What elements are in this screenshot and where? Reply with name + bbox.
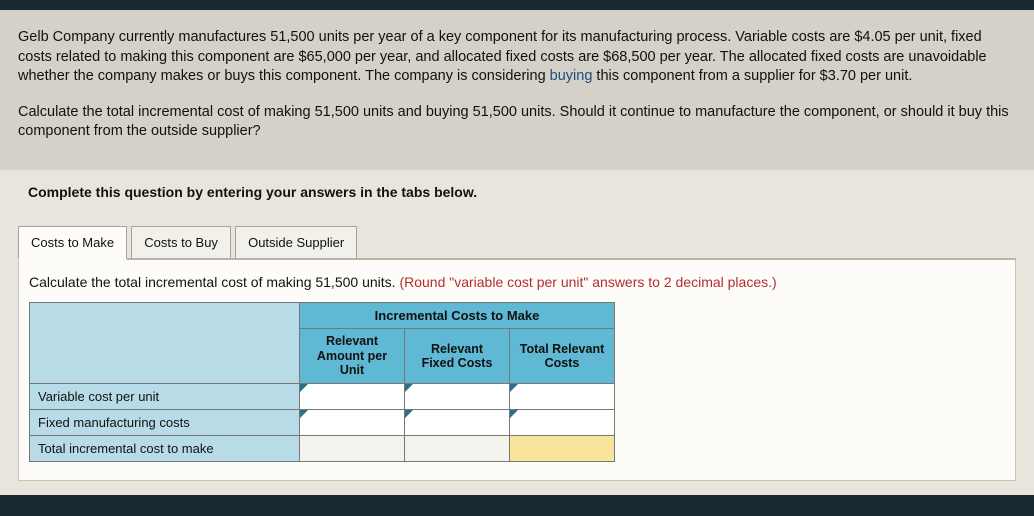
top-bar <box>0 0 1034 10</box>
col-header-fixed-costs: Relevant Fixed Costs <box>405 329 510 383</box>
input-fixed-fixed[interactable] <box>405 409 510 435</box>
problem-paragraph-1: Gelb Company currently manufactures 51,5… <box>18 28 1016 87</box>
problem-panel: Gelb Company currently manufactures 51,5… <box>0 10 1034 170</box>
table-title: Incremental Costs to Make <box>300 303 615 329</box>
tab-outside-supplier[interactable]: Outside Supplier <box>235 226 357 259</box>
tab-costs-to-buy[interactable]: Costs to Buy <box>131 226 231 259</box>
problem-text-b: this component from a supplier for $3.70… <box>592 68 912 84</box>
row-fixed-manufacturing: Fixed manufacturing costs <box>30 409 300 435</box>
col-header-total-costs: Total Relevant Costs <box>510 329 615 383</box>
cell-total-per-unit <box>300 435 405 461</box>
tab-costs-to-make[interactable]: Costs to Make <box>18 226 127 261</box>
sub-instruction-text: Calculate the total incremental cost of … <box>29 274 399 290</box>
cell-total-relevant <box>510 435 615 461</box>
sub-instruction: Calculate the total incremental cost of … <box>29 274 1005 290</box>
tab-body-make: Calculate the total incremental cost of … <box>18 260 1016 480</box>
buying-link[interactable]: buying <box>550 68 593 84</box>
row-total-incremental: Total incremental cost to make <box>30 435 300 461</box>
incremental-costs-table: Incremental Costs to Make Relevant Amoun… <box>29 302 615 461</box>
tab-strip: Costs to Make Costs to Buy Outside Suppl… <box>18 226 1016 261</box>
input-fixed-total[interactable] <box>510 409 615 435</box>
col-header-amount-per-unit: Relevant Amount per Unit <box>300 329 405 383</box>
input-variable-total[interactable] <box>510 383 615 409</box>
answer-area: Complete this question by entering your … <box>0 170 1034 495</box>
rounding-hint: (Round "variable cost per unit" answers … <box>399 274 776 290</box>
row-variable-cost: Variable cost per unit <box>30 383 300 409</box>
input-variable-per-unit[interactable] <box>300 383 405 409</box>
instruction-text: Complete this question by entering your … <box>18 170 1016 214</box>
table-corner <box>30 303 300 383</box>
input-variable-fixed[interactable] <box>405 383 510 409</box>
input-fixed-per-unit[interactable] <box>300 409 405 435</box>
cell-total-fixed <box>405 435 510 461</box>
problem-paragraph-2: Calculate the total incremental cost of … <box>18 103 1016 142</box>
